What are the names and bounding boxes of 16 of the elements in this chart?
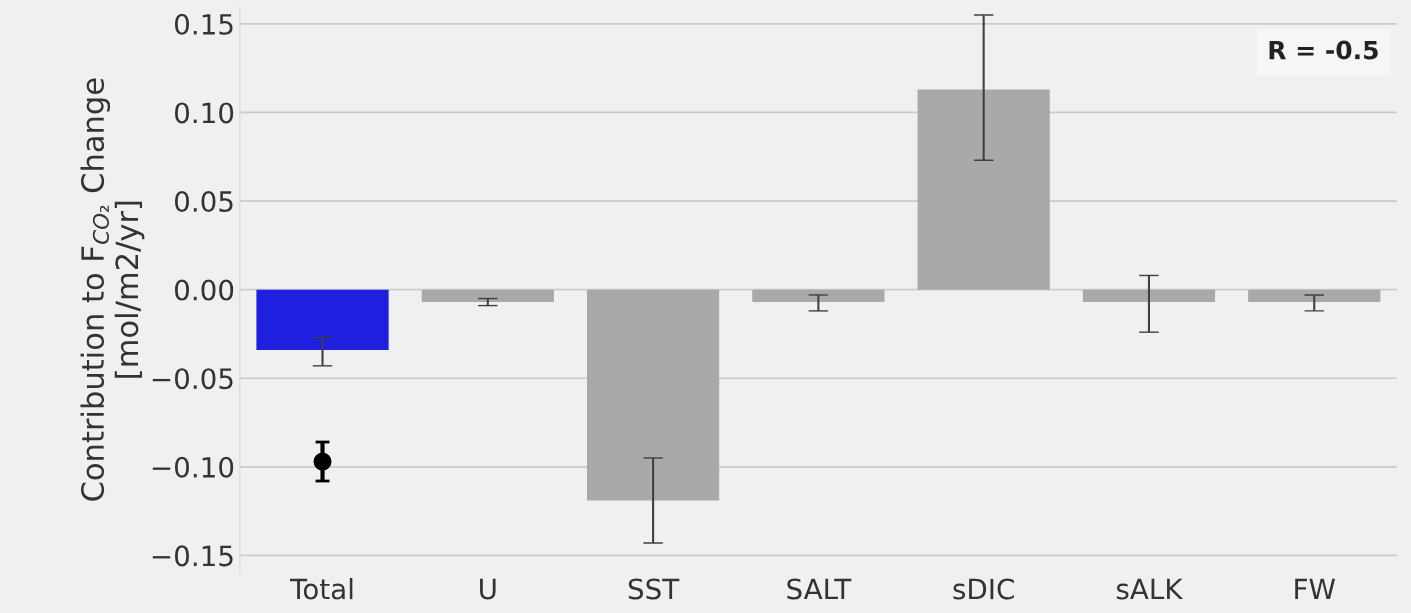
- x-tick-label: sALK: [1116, 578, 1184, 600]
- x-tick-label: SALT: [787, 578, 852, 600]
- x-tick-label: sDIC: [953, 578, 1014, 600]
- x-tick-label: SST: [628, 578, 680, 600]
- y-tick-label: 0.10: [174, 102, 234, 124]
- y-tick-label: −0.05: [152, 368, 233, 390]
- y-axis-title: Contribution to F$_{CO₂}$ Change [mol/m2/yr]: [80, 78, 145, 501]
- y-tick-label: −0.15: [152, 545, 233, 567]
- y-tick-label: −0.10: [152, 456, 234, 478]
- y-tick-label: 0.00: [174, 279, 234, 301]
- annotation: R = -0.5: [1269, 40, 1378, 60]
- x-tick-label: U: [480, 578, 496, 600]
- x-tick-label: FW: [1295, 578, 1336, 600]
- y-tick-label: 0.05: [174, 190, 233, 212]
- x-tick-label: Total: [290, 578, 353, 600]
- y-tick-label: 0.15: [174, 13, 233, 35]
